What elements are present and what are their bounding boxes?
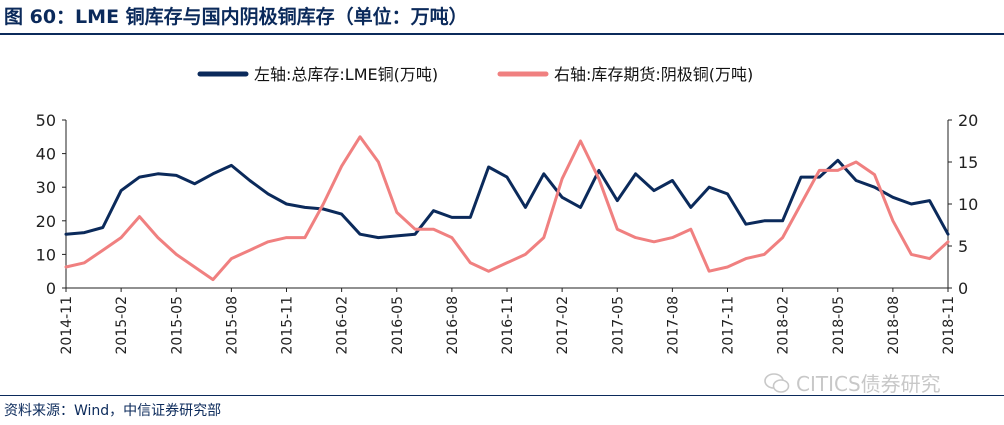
legend: 左轴:总库存:LME铜(万吨) 右轴:库存期货:阴极铜(万吨) (197, 65, 753, 84)
title-divider (0, 33, 1004, 35)
y-left-tick-label: 10 (36, 245, 56, 264)
footer-divider (0, 395, 1004, 396)
x-tick-label: 2016-02 (335, 296, 351, 355)
y-right-tick-label: 5 (958, 237, 968, 256)
x-tick-label: 2018-08 (886, 296, 902, 355)
legend-label: 左轴:总库存:LME铜(万吨) (254, 65, 438, 84)
chart-title: 图 60：LME 铜库存与国内阴极铜库存（单位：万吨） (4, 6, 468, 28)
y-left-tick-label: 50 (36, 111, 56, 130)
y-left-tick-label: 40 (36, 145, 56, 164)
x-tick-label: 2015-11 (280, 296, 296, 355)
x-tick-label: 2018-05 (831, 296, 847, 355)
axes: 0 10 20 30 40 50 0 5 10 15 20 2014-11 2015-02 2015-05… (36, 111, 979, 355)
y-right-tick-label: 20 (958, 111, 978, 130)
y-right-tick-label: 10 (958, 195, 978, 214)
source-note: 资料来源：Wind，中信证券研究部 (4, 403, 222, 419)
x-tick-label: 2018-02 (776, 296, 792, 355)
x-tick-label: 2017-11 (721, 296, 737, 355)
watermark: CITICS债券研究 (764, 368, 941, 397)
y-left-tick-label: 30 (36, 178, 56, 197)
x-tick-label: 2017-02 (555, 296, 571, 355)
series-line-lme-copper (64, 158, 950, 240)
x-tick-label: 2016-05 (390, 296, 406, 355)
watermark-text: CITICS债券研究 (796, 372, 941, 396)
x-tick-label: 2016-11 (500, 296, 516, 355)
y-right-tick-label: 15 (958, 153, 978, 172)
y-left-tick-label: 0 (46, 279, 56, 298)
y-left-tick-label: 20 (36, 212, 56, 231)
x-tick-label: 2017-08 (665, 296, 681, 355)
x-tick-label: 2015-02 (114, 296, 130, 355)
legend-label: 右轴:库存期货:阴极铜(万吨) (554, 65, 753, 84)
chart-canvas: 左轴:总库存:LME铜(万吨) 右轴:库存期货:阴极铜(万吨) 0 10 20 30 40… (36, 65, 979, 355)
y-right-tick-label: 0 (958, 279, 968, 298)
x-tick-label: 2017-05 (610, 296, 626, 355)
x-tick-label: 2014-11 (59, 296, 75, 355)
x-tick-label: 2015-05 (169, 296, 185, 355)
x-tick-label: 2018-11 (941, 296, 957, 355)
series-lines (64, 135, 950, 282)
x-tick-label: 2015-08 (224, 296, 240, 355)
series-line-cathode-copper (64, 135, 950, 282)
wechat-icon (764, 372, 790, 393)
x-tick-label: 2016-08 (445, 296, 461, 355)
